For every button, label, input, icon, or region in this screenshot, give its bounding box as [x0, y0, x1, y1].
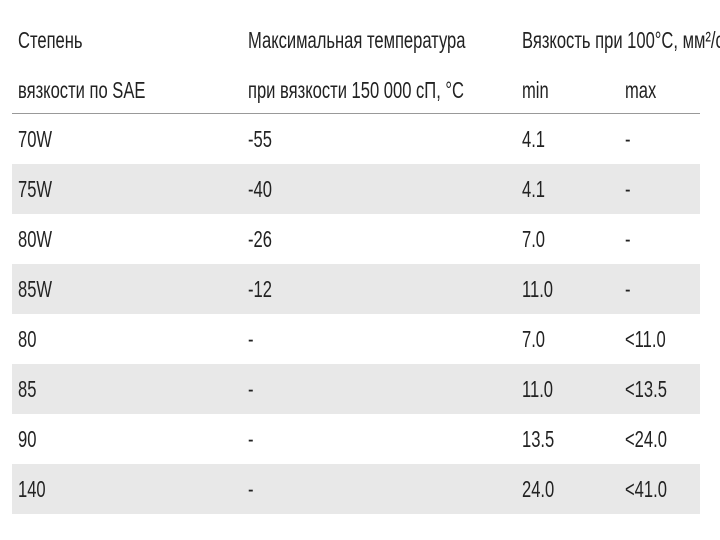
- header-grade: вязкости по SAE: [18, 77, 146, 103]
- cell-max: <24.0: [625, 426, 667, 452]
- cell-max-temp: -: [248, 426, 254, 452]
- header-rule: [12, 113, 700, 114]
- cell-max-temp: -: [248, 326, 254, 352]
- table-row: [12, 464, 700, 514]
- cell-max-temp: -12: [248, 276, 272, 302]
- cell-min: 7.0: [522, 226, 546, 252]
- cell-max-temp: -55: [248, 126, 272, 152]
- cell-max-temp: -40: [248, 176, 272, 202]
- cell-min: 4.1: [522, 126, 546, 152]
- table-row: [12, 264, 700, 314]
- table-row: [12, 114, 700, 164]
- cell-grade: 85: [18, 376, 37, 402]
- cell-grade: 75W: [18, 176, 53, 202]
- header-min: min: [522, 77, 549, 103]
- cell-grade: 85W: [18, 276, 53, 302]
- cell-max: -: [625, 176, 631, 202]
- cell-max-temp: -: [248, 476, 254, 502]
- table-row: [12, 414, 700, 464]
- cell-min: 11.0: [522, 276, 554, 302]
- cell-max-temp: -26: [248, 226, 272, 252]
- cell-max: -: [625, 226, 631, 252]
- cell-grade: 140: [18, 476, 46, 502]
- header-viscosity: Вязкость при 100°C, мм²/с: [522, 27, 720, 53]
- header-max: max: [625, 77, 657, 103]
- cell-min: 11.0: [522, 376, 554, 402]
- cell-max: <41.0: [625, 476, 667, 502]
- header-max-temp: Максимальная температура: [248, 27, 466, 53]
- cell-grade: 90: [18, 426, 37, 452]
- cell-min: 13.5: [522, 426, 555, 452]
- cell-grade: 80W: [18, 226, 53, 252]
- cell-min: 7.0: [522, 326, 546, 352]
- cell-max: <13.5: [625, 376, 667, 402]
- cell-max: <11.0: [625, 326, 666, 352]
- cell-max: -: [625, 276, 631, 302]
- table-row: [12, 314, 700, 364]
- cell-grade: 80: [18, 326, 37, 352]
- cell-max-temp: -: [248, 376, 254, 402]
- cell-min: 24.0: [522, 476, 555, 502]
- cell-max: -: [625, 126, 631, 152]
- header-grade: Степень: [18, 27, 83, 53]
- cell-grade: 70W: [18, 126, 53, 152]
- header-max-temp: при вязкости 150 000 сП, °C: [248, 77, 464, 103]
- table-row: [12, 164, 700, 214]
- table-row: [12, 364, 700, 414]
- table-row: [12, 214, 700, 264]
- cell-min: 4.1: [522, 176, 546, 202]
